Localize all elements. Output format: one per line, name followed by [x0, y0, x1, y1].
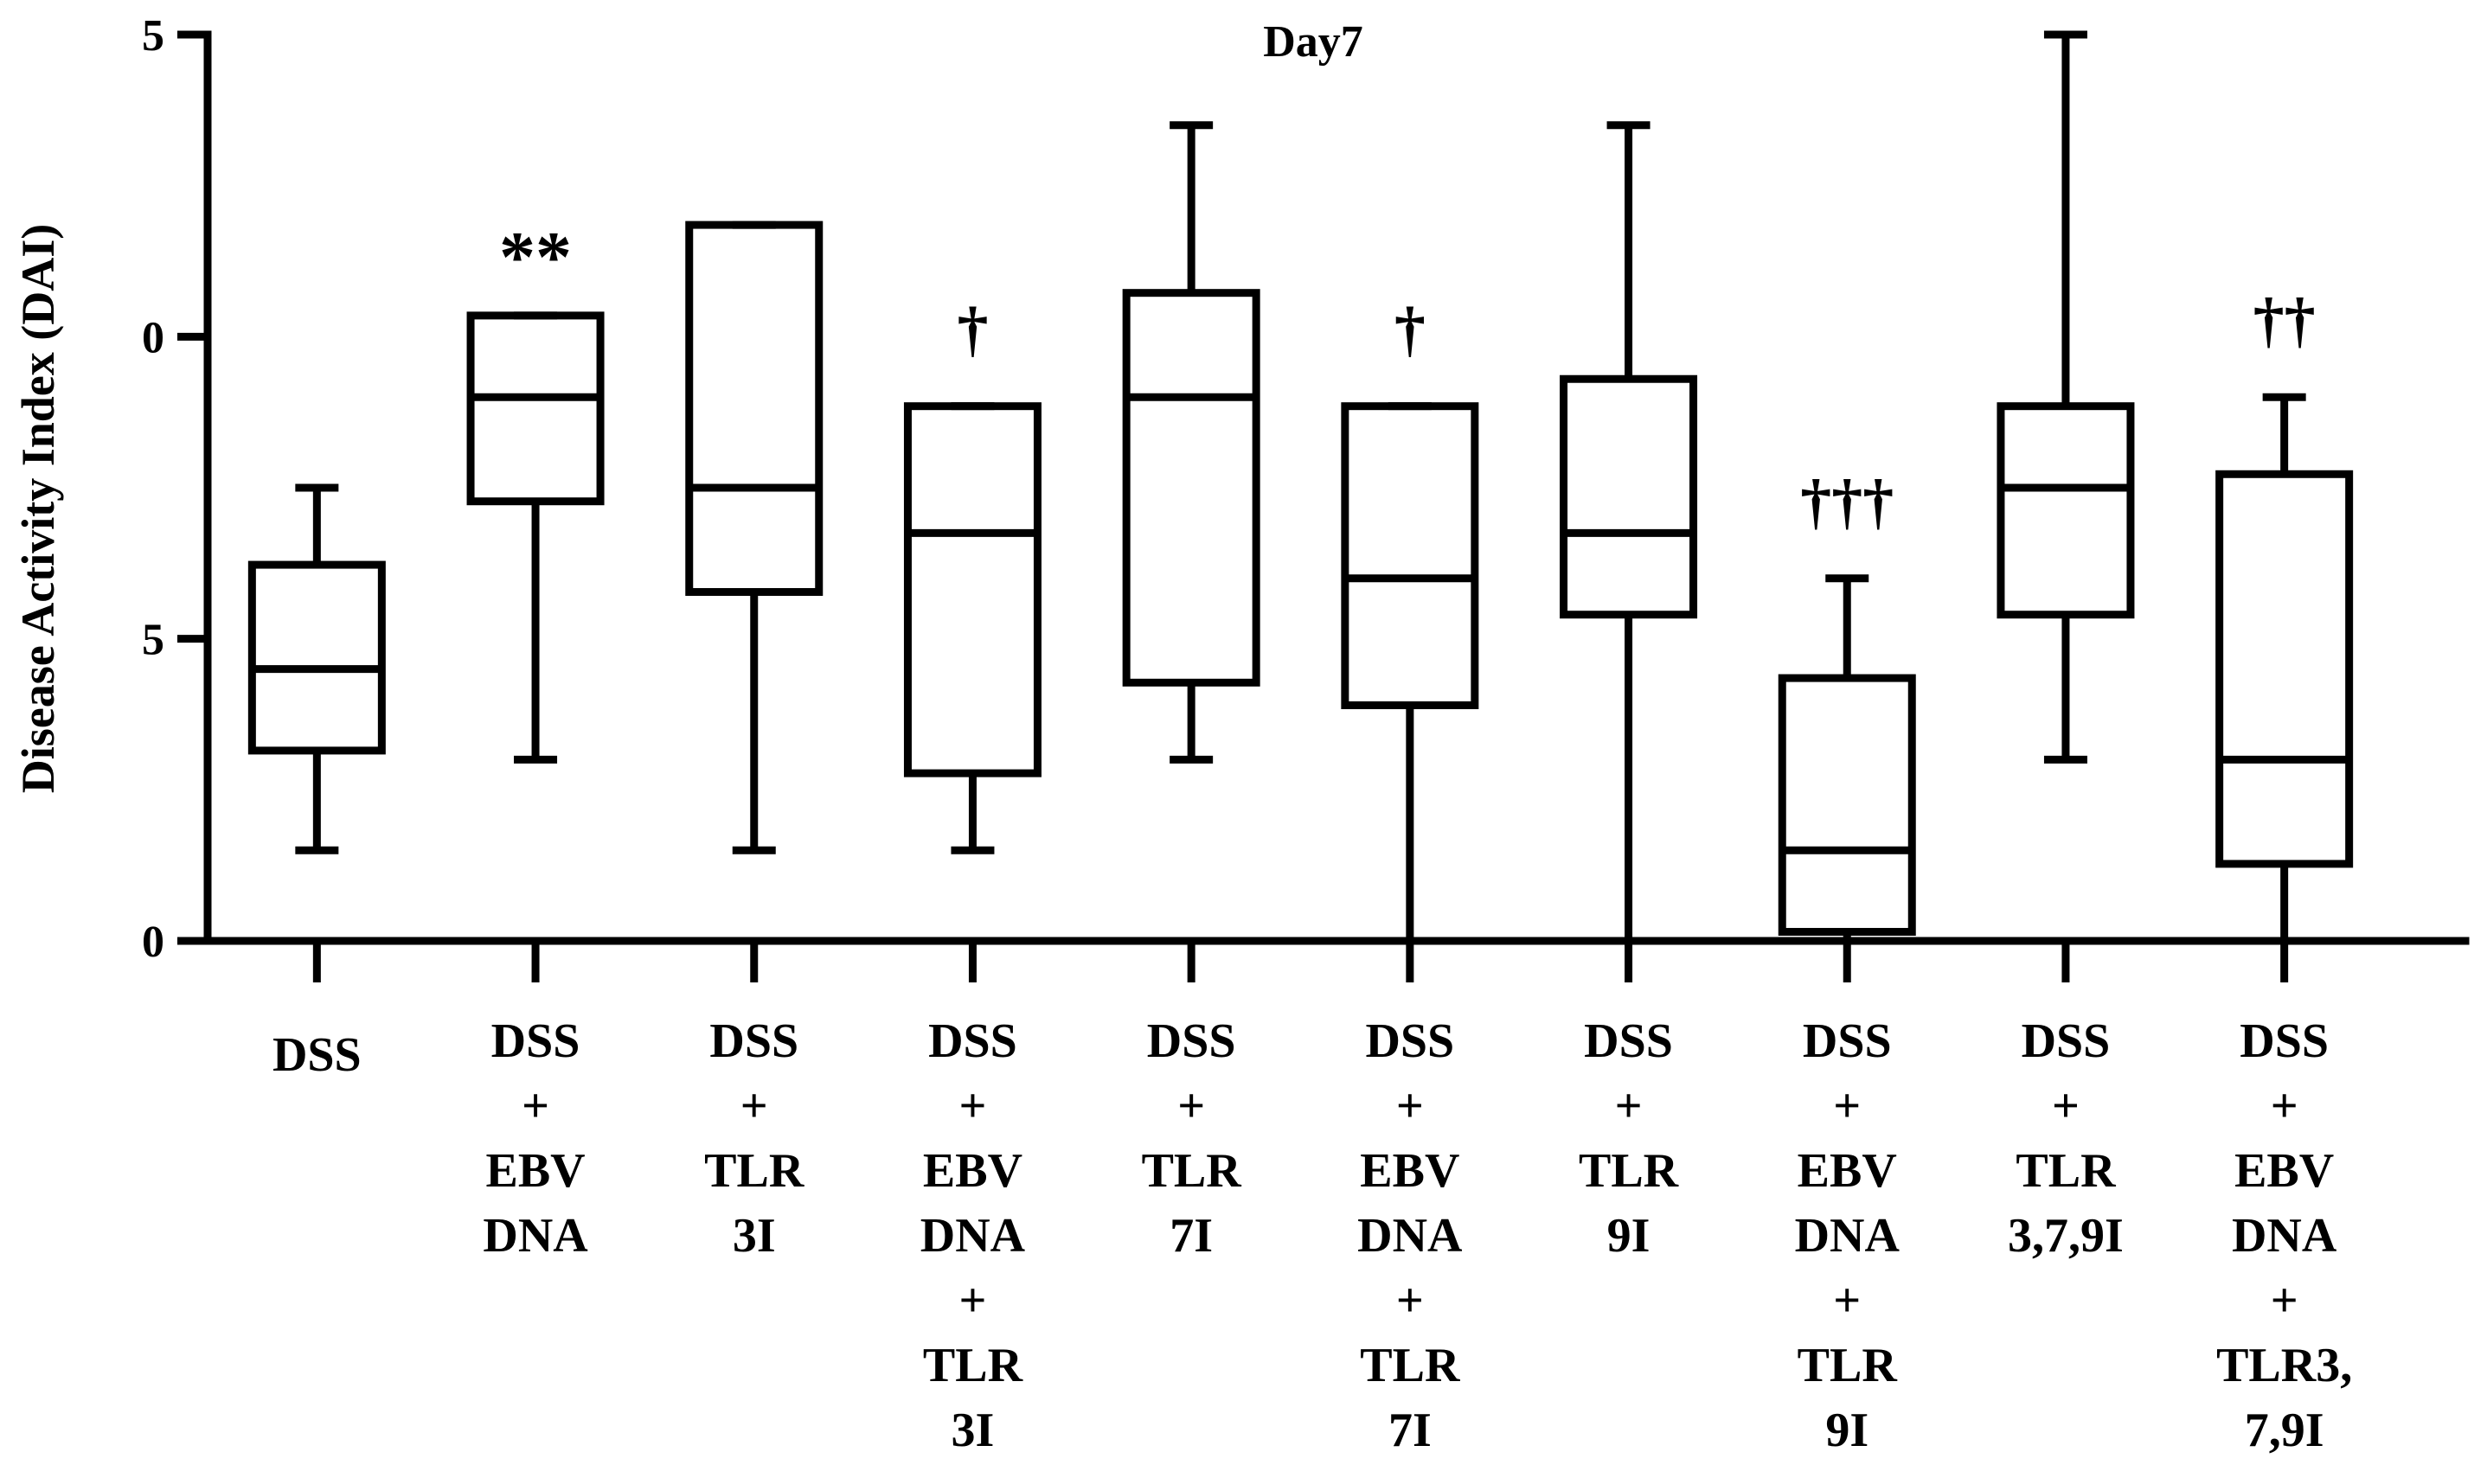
x-tick-label-line: + [2271, 1274, 2298, 1327]
x-tick-label-line: DSS [709, 1014, 798, 1068]
x-tick-label-1: DSS [272, 1028, 362, 1082]
x-tick-label-6: DSS + EBV DNA + TLR 7I [1357, 1014, 1463, 1457]
x-tick-label-line: + [1396, 1274, 1424, 1327]
x-tick-label-line: TLR [1142, 1144, 1242, 1198]
x-tick-label-line: EBV [2234, 1144, 2334, 1198]
x-tick-label-5: DSS + TLR 7I [1142, 1014, 1242, 1263]
x-tick-label-line: DNA [483, 1209, 588, 1263]
x-tick-label-line: + [2271, 1079, 2298, 1133]
box-group-4 [903, 402, 1042, 854]
y-axis-label: Disease Activity Index (DAI) [12, 224, 64, 793]
x-tick-label-line: + [1833, 1274, 1861, 1327]
y-tick-label-0: 0 [142, 918, 164, 967]
box-group-5 [1122, 121, 1260, 764]
box-group-3 [685, 221, 824, 854]
y-tick-label-1: 5 [142, 616, 164, 665]
x-tick-label-line: 9I [1607, 1209, 1651, 1263]
x-tick-label-line: DSS [2022, 1014, 2111, 1068]
x-tick-label-line: 3I [952, 1404, 995, 1457]
box-groups [247, 30, 2354, 941]
x-tick-label-line: + [1396, 1079, 1424, 1133]
annotation-group-6: † [1394, 295, 1426, 364]
annotation-group-8: ††† [1800, 467, 1894, 536]
iqr-box [2215, 470, 2354, 868]
x-tick-label-line: TLR [1579, 1144, 1679, 1198]
x-tick-label-line: + [740, 1079, 768, 1133]
x-tick-label-line: + [958, 1079, 986, 1133]
iqr-box [1997, 402, 2135, 619]
x-tick-label-4: DSS + EBV DNA + TLR 3I [920, 1014, 1026, 1457]
box-group-2 [466, 311, 605, 764]
box-group-7 [1560, 121, 1698, 941]
x-tick-label-line: + [1177, 1079, 1205, 1133]
x-tick-label-line: DSS [1147, 1014, 1236, 1068]
chart-title: Day7 [1263, 17, 1363, 67]
annotation-group-2: ** [499, 217, 572, 297]
x-tick-label-8: DSS + EBV DNA + TLR 9I [1795, 1014, 1901, 1457]
x-tick-label-line: DSS [1365, 1014, 1454, 1068]
x-tick-label-line: DSS [1584, 1014, 1673, 1068]
iqr-box [247, 560, 386, 755]
box-group-1 [247, 483, 386, 854]
x-tick-label-line: + [1833, 1079, 1861, 1133]
x-tick-label-line: DSS [272, 1028, 362, 1082]
x-tick-label-3: DSS + TLR 3I [704, 1014, 804, 1263]
x-tick-label-10: DSS + EBV DNA + TLR3, 7,9I [2216, 1014, 2352, 1457]
x-tick-label-line: EBV [1360, 1144, 1459, 1198]
x-tick-label-line: DNA [920, 1209, 1026, 1263]
x-tick-label-2: DSS + EBV DNA [483, 1014, 588, 1263]
y-axis-ticks: 0 5 0 5 [142, 11, 208, 967]
x-tick-label-line: TLR [704, 1144, 804, 1198]
x-tick-label-line: 3,7,9I [2008, 1209, 2124, 1263]
x-tick-label-line: EBV [923, 1144, 1022, 1198]
x-tick-label-line: DNA [1795, 1209, 1901, 1263]
iqr-box [903, 402, 1042, 777]
x-tick-label-line: TLR3, [2216, 1339, 2352, 1392]
x-tick-label-7: DSS + TLR 9I [1579, 1014, 1679, 1263]
x-tick-label-line: TLR [1360, 1339, 1460, 1392]
box-group-10 [2215, 393, 2354, 941]
iqr-box [466, 311, 605, 506]
box-group-6 [1341, 402, 1479, 941]
x-tick-label-line: DSS [2240, 1014, 2329, 1068]
x-tick-label-line: + [958, 1274, 986, 1327]
x-tick-label-line: TLR [2016, 1144, 2116, 1198]
iqr-box [1560, 374, 1698, 619]
x-tick-label-line: 7I [1170, 1209, 1213, 1263]
x-tick-label-line: DSS [491, 1014, 580, 1068]
x-tick-label-line: DNA [2232, 1209, 2337, 1263]
x-axis-ticks [312, 941, 2289, 982]
y-tick-label-3: 5 [142, 11, 164, 61]
box-group-8 [1778, 574, 1916, 941]
x-tick-label-line: DNA [1357, 1209, 1463, 1263]
iqr-box [1778, 674, 1916, 937]
y-tick-label-2: 0 [142, 313, 164, 362]
x-tick-label-line: 7I [1388, 1404, 1432, 1457]
iqr-box [1122, 289, 1260, 687]
x-tick-label-line: EBV [485, 1144, 585, 1198]
x-tick-label-line: 7,9I [2245, 1404, 2324, 1457]
box-group-9 [1997, 30, 2135, 764]
x-tick-label-line: TLR [923, 1339, 1023, 1392]
x-tick-label-line: 9I [1825, 1404, 1868, 1457]
significance-annotations: **† †††††† [499, 217, 2316, 536]
iqr-box [1341, 402, 1479, 710]
x-tick-label-line: EBV [1798, 1144, 1897, 1198]
x-tick-label-line: 3I [733, 1209, 776, 1263]
x-tick-label-9: DSS + TLR 3,7,9I [2008, 1014, 2124, 1263]
annotation-group-10: †† [2253, 285, 2316, 355]
x-tick-label-line: + [522, 1079, 549, 1133]
x-tick-label-line: TLR [1798, 1339, 1898, 1392]
iqr-box [685, 221, 824, 597]
annotation-group-4: † [957, 295, 988, 364]
x-tick-label-line: DSS [928, 1014, 1017, 1068]
x-tick-label-line: DSS [1803, 1014, 1892, 1068]
x-tick-label-line: + [1615, 1079, 1643, 1133]
x-tick-label-line: + [2052, 1079, 2080, 1133]
